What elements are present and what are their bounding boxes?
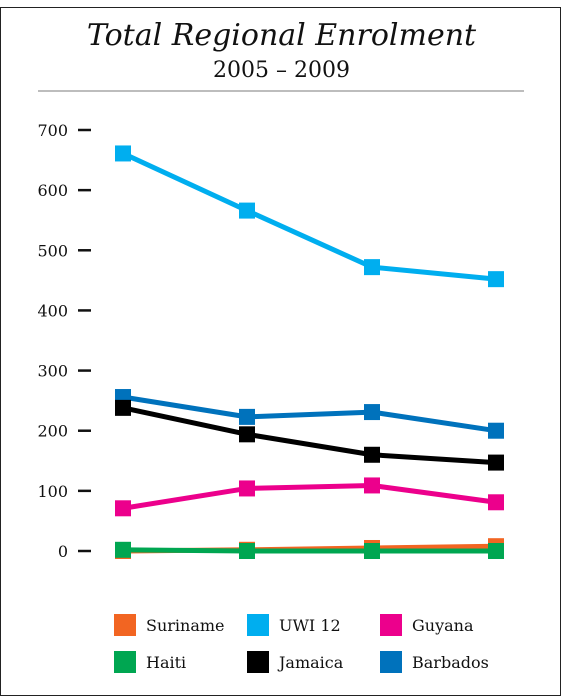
data-point-jamaica [239, 426, 255, 443]
y-tick-label: 400 [37, 301, 68, 320]
series-line-uwi-12 [121, 151, 497, 282]
chart-title: Total Regional Enrolment [86, 18, 477, 53]
chart-frame [0, 7, 561, 696]
y-tick-label: 100 [37, 482, 68, 501]
data-point-guyana [488, 494, 504, 511]
series-markers [115, 145, 504, 559]
legend: Suriname UWI 12 Guyana Haiti Jamaica Barbados [114, 614, 489, 673]
data-point-barbados [488, 422, 504, 439]
y-axis: 0 100 200 300 400 500 600 700 [37, 121, 91, 561]
y-tick-label: 700 [37, 121, 68, 140]
legend-label-barbados: Barbados [412, 653, 489, 672]
data-point-uwi-12 [488, 271, 504, 288]
title-divider [38, 90, 524, 92]
y-tick-label: 500 [37, 241, 68, 260]
legend-label-uwi-12: UWI 12 [279, 616, 341, 635]
data-point-haiti [364, 543, 380, 559]
legend-swatch-guyana [380, 614, 402, 636]
legend-swatch-suriname [114, 614, 136, 636]
data-point-guyana [239, 480, 255, 497]
legend-swatch-uwi-12 [247, 614, 269, 636]
data-point-haiti [115, 541, 131, 558]
data-point-guyana [364, 477, 380, 494]
legend-label-suriname: Suriname [146, 616, 225, 635]
data-point-uwi-12 [364, 259, 380, 276]
data-point-uwi-12 [239, 202, 255, 219]
data-point-barbados [239, 408, 255, 425]
legend-label-haiti: Haiti [146, 653, 186, 672]
data-point-haiti [239, 543, 255, 559]
series-line-jamaica [122, 405, 497, 466]
y-tick-label: 0 [58, 542, 68, 561]
series-lines [121, 151, 497, 554]
data-point-jamaica [115, 399, 131, 416]
series-line-barbados [122, 394, 497, 434]
y-tick-label: 600 [37, 181, 68, 200]
legend-swatch-barbados [380, 651, 402, 673]
y-tick-label: 200 [37, 422, 68, 441]
legend-label-guyana: Guyana [412, 616, 474, 635]
series-line-guyana [122, 482, 497, 511]
legend-label-jamaica: Jamaica [277, 653, 344, 672]
data-point-haiti [488, 543, 504, 559]
legend-swatch-haiti [114, 651, 136, 673]
data-point-jamaica [364, 446, 380, 463]
chart-subtitle: 2005 – 2009 [213, 58, 350, 83]
data-point-barbados [364, 404, 380, 421]
legend-swatch-jamaica [247, 651, 269, 673]
data-point-guyana [115, 500, 131, 517]
series-line-haiti [122, 547, 496, 554]
data-point-uwi-12 [115, 145, 131, 162]
y-tick-label: 300 [37, 362, 68, 381]
data-point-jamaica [488, 454, 504, 471]
